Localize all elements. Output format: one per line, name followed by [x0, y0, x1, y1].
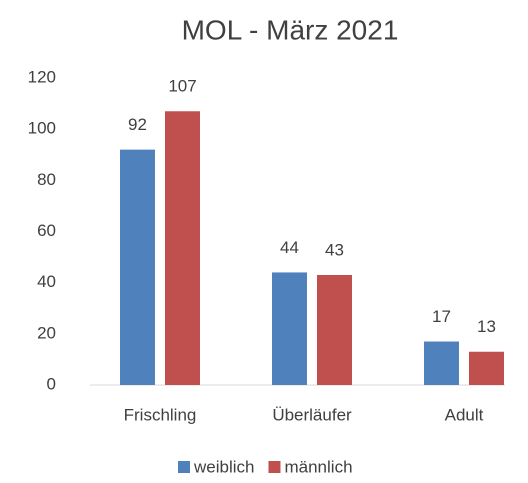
- legend-swatch: [268, 461, 281, 473]
- bar: [469, 351, 504, 385]
- x-tick-label: Adult: [445, 405, 484, 424]
- y-tick-label: 60: [37, 221, 56, 240]
- data-label: 44: [280, 238, 299, 257]
- data-label: 17: [432, 307, 451, 326]
- data-label: 13: [477, 317, 496, 336]
- x-tick-label: Frischling: [124, 405, 197, 424]
- y-tick-label: 100: [28, 119, 56, 138]
- data-label: 92: [128, 115, 147, 134]
- y-tick-label: 80: [37, 170, 56, 189]
- bar: [272, 272, 307, 385]
- legend-label: männlich: [284, 457, 352, 476]
- bar: [424, 341, 459, 385]
- legend-label: weiblich: [193, 457, 254, 476]
- bar: [317, 274, 352, 385]
- y-tick-label: 20: [37, 323, 56, 342]
- x-tick-label: Überläufer: [272, 405, 352, 424]
- data-label: 107: [168, 77, 196, 96]
- chart-title: MOL - März 2021: [182, 14, 399, 45]
- bar: [165, 111, 200, 385]
- bar: [120, 149, 155, 385]
- legend-swatch: [178, 461, 190, 473]
- y-tick-label: 120: [28, 67, 56, 86]
- y-tick-label: 40: [37, 272, 56, 291]
- y-tick-label: 0: [47, 374, 56, 393]
- data-label: 43: [325, 240, 344, 259]
